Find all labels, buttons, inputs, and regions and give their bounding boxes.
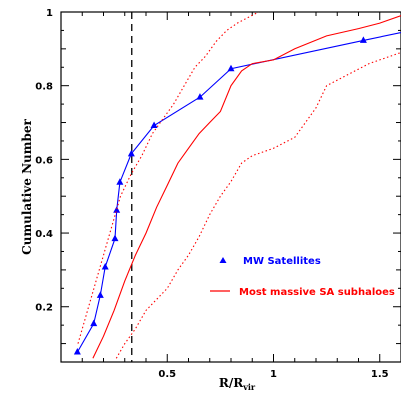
legend-triangle-marker — [219, 257, 227, 263]
y-tick-label: 0.8 — [35, 82, 53, 93]
y-tick-label: 0.6 — [35, 155, 53, 166]
legend-label-mw-satellites: MW Satellites — [243, 256, 321, 267]
mw-satellite-marker — [196, 93, 204, 100]
mw-satellite-marker — [96, 291, 104, 298]
sa-subhaloes-upper-dotted-line — [77, 12, 259, 344]
sa-subhaloes-lower-dotted-line — [115, 51, 401, 359]
y-tick-label: 1 — [46, 8, 53, 19]
mw-satellite-marker — [73, 348, 81, 355]
y-tick-label: 0.4 — [35, 229, 53, 240]
mw-satellite-marker — [113, 206, 121, 213]
mw-satellite-marker — [150, 121, 158, 128]
legend-label-sa-subhaloes: Most massive SA subhaloes — [239, 287, 395, 298]
mw-satellites-line — [76, 32, 401, 353]
plot-frame — [60, 11, 401, 363]
mw-satellite-marker — [116, 178, 124, 185]
x-tick-label: 0.5 — [158, 369, 176, 380]
mw-satellite-marker — [90, 319, 98, 327]
y-tick-label: 0.2 — [35, 303, 53, 314]
mw-satellite-marker — [359, 36, 367, 43]
x-tick-label: 1 — [270, 369, 277, 380]
plot-area: 0.5 1 1.5 0.2 0.4 0.6 0.8 1 — [35, 8, 401, 380]
mw-satellite-marker — [111, 234, 119, 242]
x-tick-label: 1.5 — [371, 369, 389, 380]
mw-satellite-marker — [101, 262, 109, 270]
mw-satellite-marker — [227, 64, 235, 72]
sa-subhaloes-median-line — [92, 15, 401, 359]
mw-satellite-marker — [127, 149, 135, 157]
y-axis-label: Cumulative Number — [20, 118, 34, 254]
legend: MW Satellites Most massive SA subhaloes — [210, 256, 395, 298]
x-axis-label: R/Rvir — [219, 376, 256, 392]
